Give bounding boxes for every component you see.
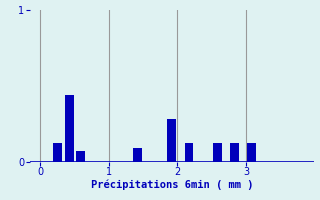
Bar (76, 151, 84, 162)
Bar (213, 143, 221, 162)
Bar (53, 143, 62, 162)
Bar (133, 148, 142, 162)
Bar (247, 143, 256, 162)
Bar (185, 143, 194, 162)
X-axis label: Précipitations 6min ( mm ): Précipitations 6min ( mm ) (91, 180, 253, 190)
Bar (167, 119, 176, 162)
Bar (230, 143, 239, 162)
Bar (65, 95, 74, 162)
